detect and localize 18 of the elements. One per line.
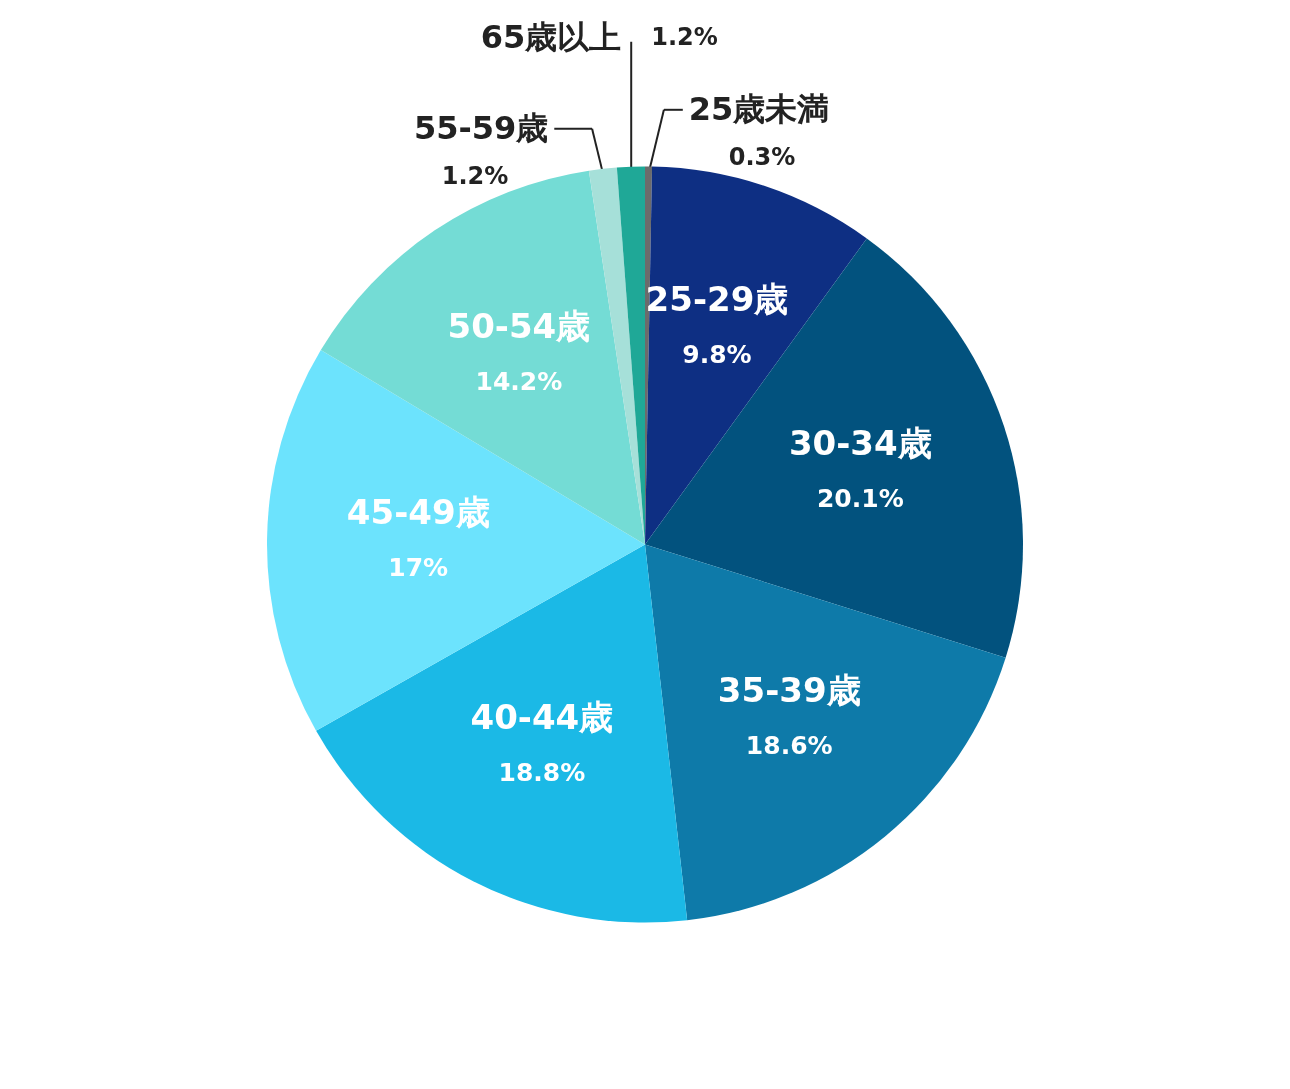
slice-label: 50-54歳 — [447, 306, 591, 347]
data-label: 18.6% — [745, 730, 833, 760]
slice-label: 35-39歳 — [717, 669, 861, 710]
data-label: 1.2% — [651, 22, 718, 51]
data-label: 17% — [388, 552, 449, 582]
slice-label: 30-34歳 — [788, 423, 932, 464]
data-label: 0.3% — [728, 142, 796, 171]
slice-label: 25-29歳 — [645, 279, 789, 320]
slice-label: 25歳未満 — [688, 89, 830, 128]
slice-label: 65歳以上 — [480, 17, 622, 56]
data-label: 14.2% — [475, 367, 563, 397]
data-label: 1.2% — [441, 161, 509, 190]
slice-label: 55-59歳 — [413, 108, 549, 147]
slice-label: 40-44歳 — [470, 696, 614, 737]
data-label: 9.8% — [682, 340, 752, 370]
data-label: 18.8% — [498, 757, 586, 787]
slice-label: 45-49歳 — [346, 491, 490, 532]
data-label: 20.1% — [816, 484, 904, 514]
